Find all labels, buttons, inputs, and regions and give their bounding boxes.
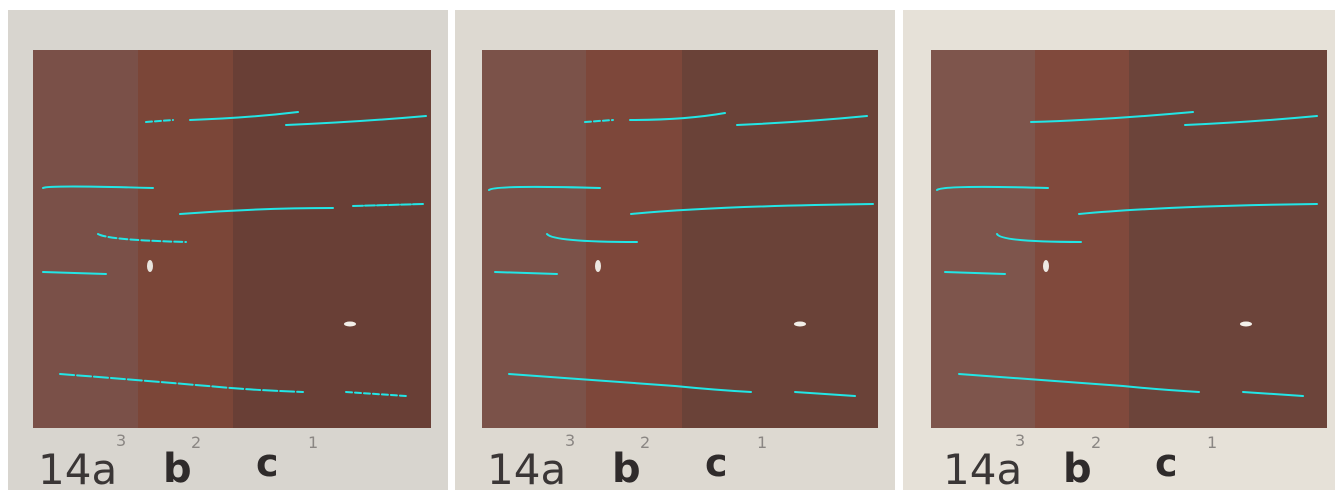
crack-line	[345, 391, 407, 397]
crack-line	[488, 185, 601, 191]
photo-panel-3: 14a 3 b 2 c 1	[903, 10, 1335, 490]
white-speck	[147, 260, 153, 272]
crack-line	[1030, 111, 1194, 123]
crack-line	[145, 119, 174, 123]
panel-1-svg: 14a 3 b 2 c 1	[8, 10, 448, 490]
crack-line	[584, 119, 614, 123]
label-num-mid: 2	[640, 433, 650, 452]
crack-line	[630, 203, 874, 215]
strip-right	[682, 50, 878, 428]
label-mid: b	[163, 446, 192, 490]
crack-line	[958, 373, 1200, 393]
crack-line	[629, 112, 726, 121]
strip-right	[1129, 50, 1327, 428]
crack-line	[794, 391, 856, 397]
strip-mid	[1035, 50, 1129, 428]
crack-line	[996, 233, 1082, 243]
strip-right	[233, 50, 431, 428]
label-num-mid: 2	[191, 433, 201, 452]
crack-line	[546, 233, 638, 243]
crack-line	[1184, 115, 1318, 126]
label-mid: b	[1063, 446, 1092, 490]
strip-left	[931, 50, 1035, 428]
label-num-right: 1	[1207, 433, 1217, 452]
label-num-right: 1	[308, 433, 318, 452]
crack-line	[1078, 203, 1318, 215]
label-num-left: 3	[1015, 431, 1025, 450]
crack-line	[97, 233, 187, 243]
label-right: c	[1155, 441, 1178, 485]
crack-line	[736, 115, 868, 126]
crack-line	[179, 207, 334, 215]
white-speck	[344, 321, 356, 327]
label-sample: 14a	[38, 445, 117, 490]
label-num-left: 3	[565, 431, 575, 450]
crack-line	[508, 373, 752, 393]
crack-line	[1242, 391, 1304, 397]
white-speck	[794, 321, 806, 327]
strip-mid	[138, 50, 233, 428]
label-num-left: 3	[116, 431, 126, 450]
crack-line	[285, 115, 427, 126]
label-num-mid: 2	[1091, 433, 1101, 452]
label-right: c	[705, 441, 728, 485]
label-mid: b	[612, 446, 641, 490]
panel-2-svg: 14a 3 b 2 c 1	[455, 10, 895, 490]
crack-traces	[936, 111, 1318, 397]
photo-panel-1: 14a 3 b 2 c 1	[8, 10, 448, 490]
crack-traces	[42, 111, 427, 397]
crack-line	[189, 111, 299, 121]
crack-line	[352, 203, 424, 207]
strip-mid	[586, 50, 682, 428]
crack-line	[936, 185, 1049, 191]
crack-line	[944, 271, 1006, 275]
white-speck	[1043, 260, 1049, 272]
label-sample: 14a	[487, 445, 566, 490]
crack-line	[42, 185, 154, 189]
crack-line	[42, 271, 107, 275]
crack-line	[59, 373, 304, 393]
label-right: c	[256, 441, 279, 485]
photo-panel-2: 14a 3 b 2 c 1	[455, 10, 895, 490]
white-speck	[595, 260, 601, 272]
label-sample: 14a	[943, 445, 1022, 490]
white-speck	[1240, 321, 1252, 327]
label-num-right: 1	[757, 433, 767, 452]
crack-traces	[488, 112, 874, 397]
panel-3-svg: 14a 3 b 2 c 1	[903, 10, 1335, 490]
crack-line	[494, 271, 558, 275]
